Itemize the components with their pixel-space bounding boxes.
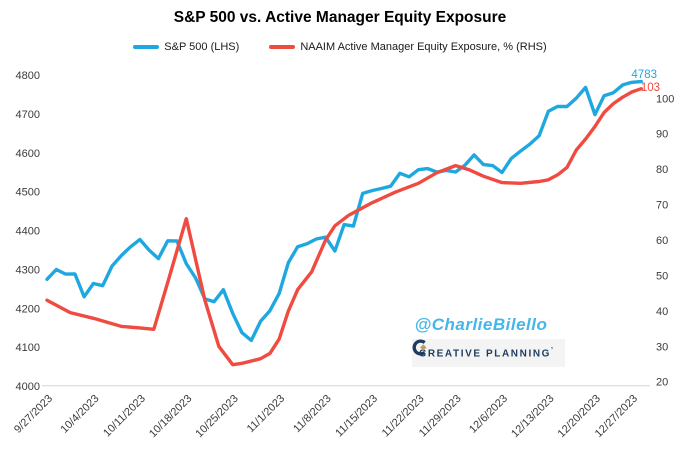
svg-text:100: 100 <box>656 93 674 105</box>
svg-text:11/1/2023: 11/1/2023 <box>245 393 288 436</box>
svg-text:10/18/2023: 10/18/2023 <box>147 393 194 440</box>
svg-text:10/25/2023: 10/25/2023 <box>193 393 240 440</box>
svg-text:10/4/2023: 10/4/2023 <box>58 393 101 436</box>
svg-text:10/11/2023: 10/11/2023 <box>101 393 148 440</box>
svg-text:11/15/2023: 11/15/2023 <box>333 393 380 440</box>
svg-text:12/6/2023: 12/6/2023 <box>467 393 510 436</box>
naaim-end-value-label: 103 <box>641 82 660 94</box>
svg-text:4300: 4300 <box>16 264 40 276</box>
svg-text:90: 90 <box>656 129 668 141</box>
svg-text:30: 30 <box>656 341 668 353</box>
y-axis-left-tick-labels: 4000 4100 4200 4300 4400 4500 4600 4700 4800 <box>16 70 40 393</box>
creative-planning-c-icon <box>412 339 427 356</box>
x-axis-tick-labels: 9/27/2023 10/4/2023 10/11/2023 10/18/2023 10… <box>12 393 640 440</box>
sp500-end-value-label: 4783 <box>631 69 657 81</box>
svg-text:4700: 4700 <box>16 109 40 121</box>
svg-text:4500: 4500 <box>16 187 40 199</box>
svg-text:80: 80 <box>656 164 668 176</box>
svg-text:4400: 4400 <box>16 226 40 238</box>
svg-text:4800: 4800 <box>16 70 40 82</box>
legend-label-naaim: NAAIM Active Manager Equity Exposure, % … <box>300 41 547 53</box>
svg-text:50: 50 <box>656 270 668 282</box>
creative-planning-logo: CREATIVE PLANNING’ <box>412 339 565 367</box>
svg-text:11/8/2023: 11/8/2023 <box>291 393 334 436</box>
svg-text:70: 70 <box>656 200 668 212</box>
svg-text:60: 60 <box>656 235 668 247</box>
legend-item-sp500: S&P 500 (LHS) <box>133 41 239 53</box>
svg-text:40: 40 <box>656 306 668 318</box>
creative-planning-logo-text: CREATIVE PLANNING’ <box>419 346 555 360</box>
chart-title: S&P 500 vs. Active Manager Equity Exposu… <box>173 9 507 26</box>
sp500-series-line <box>45 79 643 343</box>
svg-text:12/13/2023: 12/13/2023 <box>509 393 556 440</box>
svg-text:4600: 4600 <box>16 148 40 160</box>
svg-text:20: 20 <box>656 377 668 389</box>
sp500-line-swatch-icon <box>133 45 160 49</box>
svg-text:4200: 4200 <box>16 303 40 315</box>
svg-text:9/27/2023: 9/27/2023 <box>12 393 55 436</box>
legend-label-sp500: S&P 500 (LHS) <box>164 41 240 53</box>
naaim-line-swatch-icon <box>269 45 296 49</box>
naaim-series-line <box>45 86 643 367</box>
chart-legend: S&P 500 (LHS) NAAIM Active Manager Equit… <box>0 41 680 53</box>
y-axis-right-tick-labels: 20 30 40 50 60 70 80 90 100 <box>656 93 674 388</box>
watermark-handle: @CharlieBilello <box>414 315 548 334</box>
svg-text:4100: 4100 <box>16 342 40 354</box>
data-series-lines <box>45 79 643 367</box>
legend-item-naaim: NAAIM Active Manager Equity Exposure, % … <box>269 41 547 53</box>
svg-text:4000: 4000 <box>16 381 40 393</box>
